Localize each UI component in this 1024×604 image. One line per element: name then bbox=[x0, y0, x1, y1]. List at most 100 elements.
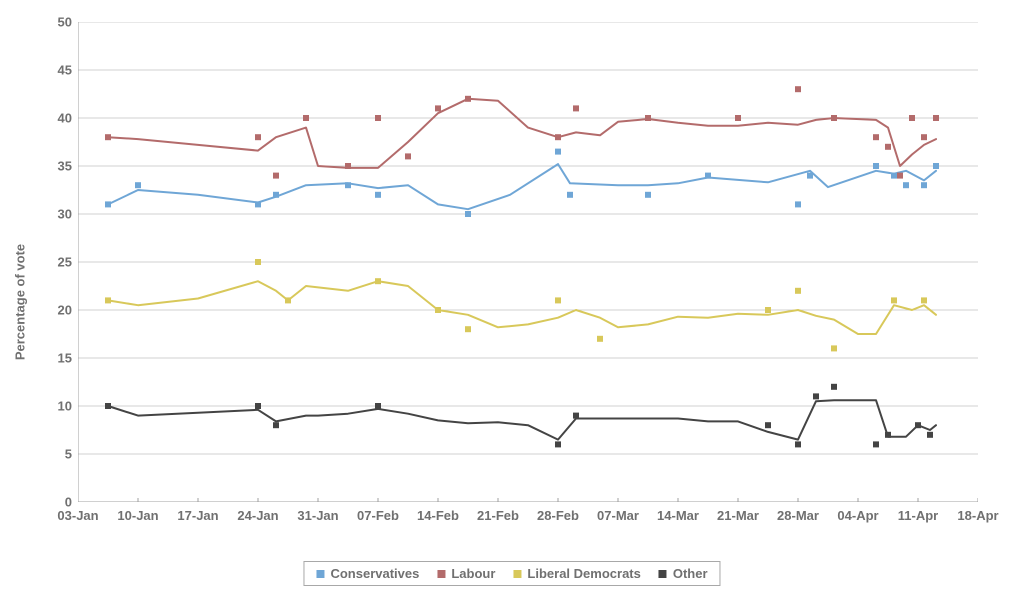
series-point-libdems bbox=[435, 307, 441, 313]
series-point-conservatives bbox=[255, 201, 261, 207]
series-point-other bbox=[795, 441, 801, 447]
legend-swatch-icon bbox=[437, 570, 445, 578]
legend-item-other: Other bbox=[659, 566, 708, 581]
series-point-conservatives bbox=[345, 182, 351, 188]
y-tick: 10 bbox=[58, 399, 72, 414]
legend-swatch-icon bbox=[316, 570, 324, 578]
series-point-libdems bbox=[597, 336, 603, 342]
series-point-other bbox=[555, 441, 561, 447]
legend-item-labour: Labour bbox=[437, 566, 495, 581]
x-tick: 11-Apr bbox=[898, 508, 938, 523]
x-tick: 17-Jan bbox=[177, 508, 218, 523]
series-point-labour bbox=[735, 115, 741, 121]
series-line-conservatives bbox=[108, 164, 936, 209]
x-tick: 28-Mar bbox=[777, 508, 819, 523]
series-point-conservatives bbox=[873, 163, 879, 169]
y-tick-labels: 05101520253035404550 bbox=[32, 22, 72, 502]
series-point-labour bbox=[573, 105, 579, 111]
x-tick: 31-Jan bbox=[297, 508, 338, 523]
chart-container: Percentage of vote 05101520253035404550 … bbox=[0, 0, 1024, 604]
series-point-libdems bbox=[555, 297, 561, 303]
legend-item-conservatives: Conservatives bbox=[316, 566, 419, 581]
series-point-labour bbox=[795, 86, 801, 92]
series-point-labour bbox=[405, 153, 411, 159]
series-point-conservatives bbox=[891, 173, 897, 179]
series-point-other bbox=[255, 403, 261, 409]
series-point-other bbox=[105, 403, 111, 409]
series-point-libdems bbox=[375, 278, 381, 284]
series-point-libdems bbox=[105, 297, 111, 303]
series-point-labour bbox=[885, 144, 891, 150]
series-point-labour bbox=[345, 163, 351, 169]
x-tick: 14-Mar bbox=[657, 508, 699, 523]
x-tick: 04-Apr bbox=[837, 508, 878, 523]
y-tick: 20 bbox=[58, 303, 72, 318]
series-point-labour bbox=[273, 173, 279, 179]
x-tick: 24-Jan bbox=[237, 508, 278, 523]
x-tick: 07-Feb bbox=[357, 508, 399, 523]
x-tick: 10-Jan bbox=[117, 508, 158, 523]
series-point-libdems bbox=[891, 297, 897, 303]
series-point-other bbox=[831, 384, 837, 390]
series-point-libdems bbox=[465, 326, 471, 332]
series-point-labour bbox=[375, 115, 381, 121]
x-tick-labels: 03-Jan10-Jan17-Jan24-Jan31-Jan07-Feb14-F… bbox=[78, 508, 978, 536]
series-point-labour bbox=[105, 134, 111, 140]
series-point-conservatives bbox=[135, 182, 141, 188]
series-point-conservatives bbox=[465, 211, 471, 217]
x-tick: 03-Jan bbox=[57, 508, 98, 523]
x-tick: 07-Mar bbox=[597, 508, 639, 523]
series-point-libdems bbox=[795, 288, 801, 294]
series-point-labour bbox=[921, 134, 927, 140]
series-point-libdems bbox=[255, 259, 261, 265]
legend-swatch-icon bbox=[513, 570, 521, 578]
legend-label: Labour bbox=[451, 566, 495, 581]
series-point-labour bbox=[645, 115, 651, 121]
series-point-other bbox=[873, 441, 879, 447]
legend-label: Conservatives bbox=[330, 566, 419, 581]
series-point-other bbox=[273, 422, 279, 428]
series-point-conservatives bbox=[807, 173, 813, 179]
y-tick: 25 bbox=[58, 255, 72, 270]
legend-swatch-icon bbox=[659, 570, 667, 578]
x-tick: 18-Apr bbox=[957, 508, 998, 523]
y-tick: 45 bbox=[58, 63, 72, 78]
series-point-other bbox=[885, 432, 891, 438]
x-tick: 21-Mar bbox=[717, 508, 759, 523]
series-point-labour bbox=[831, 115, 837, 121]
series-point-labour bbox=[303, 115, 309, 121]
series-line-libdems bbox=[108, 281, 936, 334]
series-point-conservatives bbox=[555, 149, 561, 155]
legend-item-libdems: Liberal Democrats bbox=[513, 566, 640, 581]
series-point-conservatives bbox=[375, 192, 381, 198]
y-tick: 5 bbox=[65, 447, 72, 462]
series-point-conservatives bbox=[795, 201, 801, 207]
legend-label: Liberal Democrats bbox=[527, 566, 640, 581]
series-point-conservatives bbox=[273, 192, 279, 198]
series-point-labour bbox=[435, 105, 441, 111]
series-point-labour bbox=[909, 115, 915, 121]
series-point-libdems bbox=[831, 345, 837, 351]
plot-area bbox=[78, 22, 978, 502]
series-point-conservatives bbox=[705, 173, 711, 179]
y-axis-label: Percentage of vote bbox=[12, 244, 27, 360]
y-tick: 40 bbox=[58, 111, 72, 126]
series-point-other bbox=[813, 393, 819, 399]
series-point-other bbox=[573, 413, 579, 419]
legend-label: Other bbox=[673, 566, 708, 581]
series-point-labour bbox=[873, 134, 879, 140]
series-point-conservatives bbox=[921, 182, 927, 188]
series-point-conservatives bbox=[903, 182, 909, 188]
x-tick: 14-Feb bbox=[417, 508, 459, 523]
x-tick: 28-Feb bbox=[537, 508, 579, 523]
series-point-conservatives bbox=[105, 201, 111, 207]
series-point-other bbox=[765, 422, 771, 428]
series-point-libdems bbox=[765, 307, 771, 313]
x-tick: 21-Feb bbox=[477, 508, 519, 523]
series-point-labour bbox=[933, 115, 939, 121]
series-point-other bbox=[927, 432, 933, 438]
y-tick: 50 bbox=[58, 15, 72, 30]
series-point-conservatives bbox=[567, 192, 573, 198]
series-point-other bbox=[375, 403, 381, 409]
series-point-libdems bbox=[921, 297, 927, 303]
